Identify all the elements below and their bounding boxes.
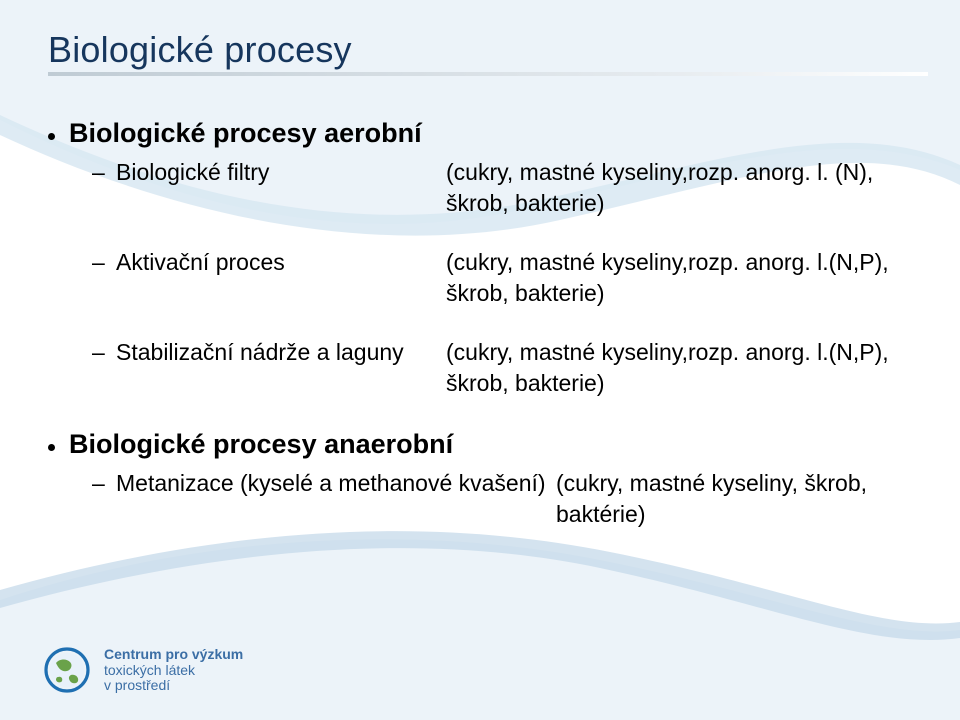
item-desc: (cukry, mastné kyseliny,rozp. anorg. l.(… <box>446 337 908 399</box>
item-label: Metanizace (kyselé a methanové kvašení) <box>116 468 556 499</box>
dash-icon: – <box>92 468 116 499</box>
slide-title-bar: Biologické procesy <box>48 24 352 76</box>
section-title: Biologické procesy aerobní <box>69 118 422 149</box>
globe-icon <box>44 647 90 693</box>
item-desc: (cukry, mastné kyseliny,rozp. anorg. l.(… <box>446 247 908 309</box>
dash-icon: – <box>92 247 116 278</box>
list-item: – Aktivační proces (cukry, mastné kyseli… <box>92 247 908 309</box>
footer-line1: Centrum pro výzkum <box>104 647 243 663</box>
footer-logo: Centrum pro výzkum toxických látek v pro… <box>44 647 243 694</box>
section-title: Biologické procesy anaerobní <box>69 429 453 460</box>
list-item: – Stabilizační nádrže a laguny (cukry, m… <box>92 337 908 399</box>
bullet-icon <box>48 444 55 451</box>
item-label: Biologické filtry <box>116 157 446 188</box>
dash-icon: – <box>92 157 116 188</box>
item-desc: (cukry, mastné kyseliny,rozp. anorg. l. … <box>446 157 908 219</box>
footer-text: Centrum pro výzkum toxických látek v pro… <box>104 647 243 694</box>
footer-line3: v prostředí <box>104 678 243 694</box>
item-label: Aktivační proces <box>116 247 446 278</box>
item-label: Stabilizační nádrže a laguny <box>116 337 446 368</box>
footer-line2: toxických látek <box>104 663 243 679</box>
slide-title: Biologické procesy <box>48 29 352 71</box>
section-heading: Biologické procesy anaerobní <box>48 429 908 460</box>
section-items: – Metanizace (kyselé a methanové kvašení… <box>92 468 908 530</box>
list-item: – Biologické filtry (cukry, mastné kysel… <box>92 157 908 219</box>
title-underline <box>48 72 928 76</box>
bullet-icon <box>48 133 55 140</box>
slide-body: Biologické procesy aerobní – Biologické … <box>48 118 908 560</box>
section-heading: Biologické procesy aerobní <box>48 118 908 149</box>
dash-icon: – <box>92 337 116 368</box>
item-desc: (cukry, mastné kyseliny, škrob, baktérie… <box>556 468 908 530</box>
section-items: – Biologické filtry (cukry, mastné kysel… <box>92 157 908 399</box>
list-item: – Metanizace (kyselé a methanové kvašení… <box>92 468 908 530</box>
